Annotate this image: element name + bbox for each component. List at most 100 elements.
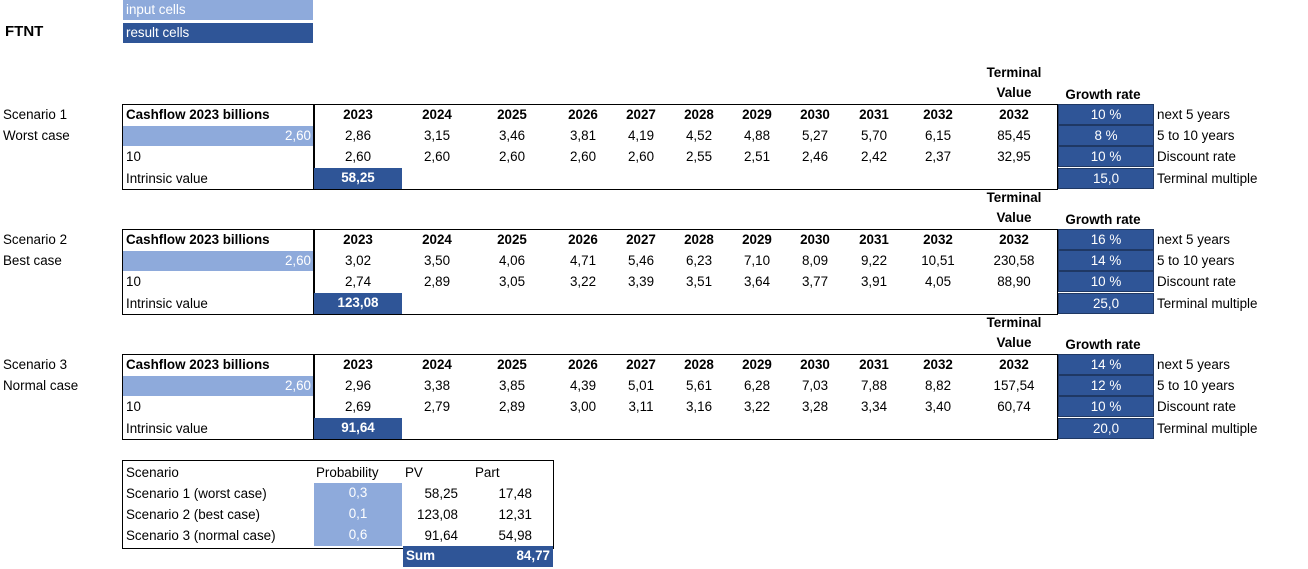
year-header-2032: 2032 [923, 107, 953, 122]
summary-part-cell: 54,98 [498, 528, 532, 543]
intrinsic-value-result: 123,08 [314, 293, 402, 314]
year-header-2028: 2028 [684, 107, 714, 122]
cashflow-input-cell[interactable]: 2,60 [123, 376, 313, 396]
discounted-cashflow-cell: 3,05 [498, 274, 526, 289]
year-header-2032: 2032 [923, 232, 953, 247]
summary-row-name: Scenario 1 (worst case) [126, 486, 267, 501]
year-header-2031: 2031 [859, 107, 889, 122]
terminal-year-header: 2032 [999, 357, 1029, 372]
growth-param-input[interactable]: 25,0 [1058, 293, 1154, 314]
growth-param-label: next 5 years [1157, 107, 1230, 122]
year-header-2028: 2028 [684, 357, 714, 372]
projected-cashflow-cell: 7,03 [801, 378, 829, 393]
terminal-header-line1: Terminal [986, 190, 1042, 205]
summary-pv-cell: 91,64 [424, 528, 458, 543]
discounted-cashflow-cell: 3,51 [685, 274, 713, 289]
discount-rate-label: 10 [126, 149, 141, 164]
projected-cashflow-cell: 5,27 [801, 128, 829, 143]
intrinsic-value-result: 91,64 [314, 418, 402, 439]
discounted-cashflow-cell: 2,69 [344, 399, 372, 414]
year-header-2024: 2024 [422, 107, 452, 122]
year-header-2028: 2028 [684, 232, 714, 247]
terminal-year-header: 2032 [999, 232, 1029, 247]
summary-pv-cell: 58,25 [424, 486, 458, 501]
discounted-cashflow-cell: 2,60 [569, 149, 597, 164]
probability-input[interactable]: 0,6 [314, 525, 402, 546]
growth-rate-header: Growth rate [1065, 337, 1141, 352]
terminal-header-line2: Value [996, 335, 1032, 350]
discounted-cashflow-cell: 3,22 [569, 274, 597, 289]
discounted-cashflow-cell: 2,60 [627, 149, 655, 164]
projected-cashflow-cell: 3,50 [423, 253, 451, 268]
cashflow-input-cell[interactable]: 2,60 [123, 126, 313, 146]
discounted-cashflow-cell: 2,46 [801, 149, 829, 164]
cashflow-header: Cashflow 2023 billions [126, 232, 270, 247]
year-header-2024: 2024 [422, 232, 452, 247]
growth-param-label: Discount rate [1157, 399, 1236, 414]
projected-cashflow-cell: 8,09 [801, 253, 829, 268]
growth-param-input[interactable]: 10 % [1058, 271, 1154, 292]
probability-input[interactable]: 0,1 [314, 504, 402, 525]
projected-cashflow-cell: 4,71 [569, 253, 597, 268]
growth-param-input[interactable]: 10 % [1058, 104, 1154, 125]
column-divider [313, 229, 315, 315]
intrinsic-value-result: 58,25 [314, 168, 402, 189]
projected-cashflow-cell: 230,58 [993, 253, 1035, 268]
discounted-cashflow-cell: 4,05 [924, 274, 952, 289]
summary-border [122, 460, 554, 549]
growth-param-input[interactable]: 14 % [1058, 354, 1154, 375]
summary-part-cell: 17,48 [498, 486, 532, 501]
growth-param-label: Terminal multiple [1157, 421, 1258, 436]
sum-result-cell [403, 546, 553, 567]
projected-cashflow-cell: 8,82 [924, 378, 952, 393]
discounted-cashflow-cell: 2,37 [924, 149, 952, 164]
discounted-cashflow-cell: 2,60 [423, 149, 451, 164]
growth-param-input[interactable]: 10 % [1058, 146, 1154, 167]
discount-rate-label: 10 [126, 399, 141, 414]
cashflow-input-cell[interactable]: 2,60 [123, 251, 313, 271]
growth-param-label: Terminal multiple [1157, 171, 1258, 186]
summary-header-scenario: Scenario [126, 465, 179, 480]
discounted-cashflow-cell: 2,60 [344, 149, 372, 164]
probability-input[interactable]: 0,3 [314, 483, 402, 504]
projected-cashflow-cell: 10,51 [921, 253, 955, 268]
projected-cashflow-cell: 7,10 [743, 253, 771, 268]
discounted-cashflow-cell: 3,91 [860, 274, 888, 289]
growth-param-input[interactable]: 14 % [1058, 250, 1154, 271]
growth-param-input[interactable]: 20,0 [1058, 418, 1154, 439]
cashflow-header: Cashflow 2023 billions [126, 357, 270, 372]
scenario-label: Scenario 3 [3, 357, 68, 372]
intrinsic-value-label: Intrinsic value [126, 421, 208, 436]
discounted-cashflow-cell: 2,89 [423, 274, 451, 289]
legend-result-cells: result cells [123, 23, 313, 43]
scenario-table-border [122, 104, 1058, 190]
growth-param-input[interactable]: 10 % [1058, 396, 1154, 417]
discounted-cashflow-cell: 3,34 [860, 399, 888, 414]
year-header-2026: 2026 [568, 357, 598, 372]
summary-header-pv: PV [405, 465, 423, 480]
summary-header-probability: Probability [316, 465, 379, 480]
discounted-cashflow-cell: 3,22 [743, 399, 771, 414]
growth-param-input[interactable]: 16 % [1058, 229, 1154, 250]
summary-pv-cell: 123,08 [417, 507, 458, 522]
year-header-2027: 2027 [626, 357, 656, 372]
growth-param-label: Discount rate [1157, 274, 1236, 289]
growth-param-input[interactable]: 12 % [1058, 375, 1154, 396]
growth-param-input[interactable]: 15,0 [1058, 168, 1154, 189]
scenario-case-label: Best case [3, 253, 62, 268]
year-header-2031: 2031 [859, 232, 889, 247]
projected-cashflow-cell: 4,39 [569, 378, 597, 393]
year-header-2032: 2032 [923, 357, 953, 372]
scenario-label: Scenario 1 [3, 107, 68, 122]
scenario-table-border [122, 229, 1058, 315]
year-header-2030: 2030 [800, 107, 830, 122]
projected-cashflow-cell: 4,19 [627, 128, 655, 143]
column-divider [313, 104, 315, 190]
projected-cashflow-cell: 9,22 [860, 253, 888, 268]
year-header-2026: 2026 [568, 107, 598, 122]
summary-header-part: Part [475, 465, 500, 480]
growth-param-label: 5 to 10 years [1157, 378, 1235, 393]
discounted-cashflow-cell: 2,89 [498, 399, 526, 414]
year-header-2026: 2026 [568, 232, 598, 247]
growth-param-input[interactable]: 8 % [1058, 125, 1154, 146]
